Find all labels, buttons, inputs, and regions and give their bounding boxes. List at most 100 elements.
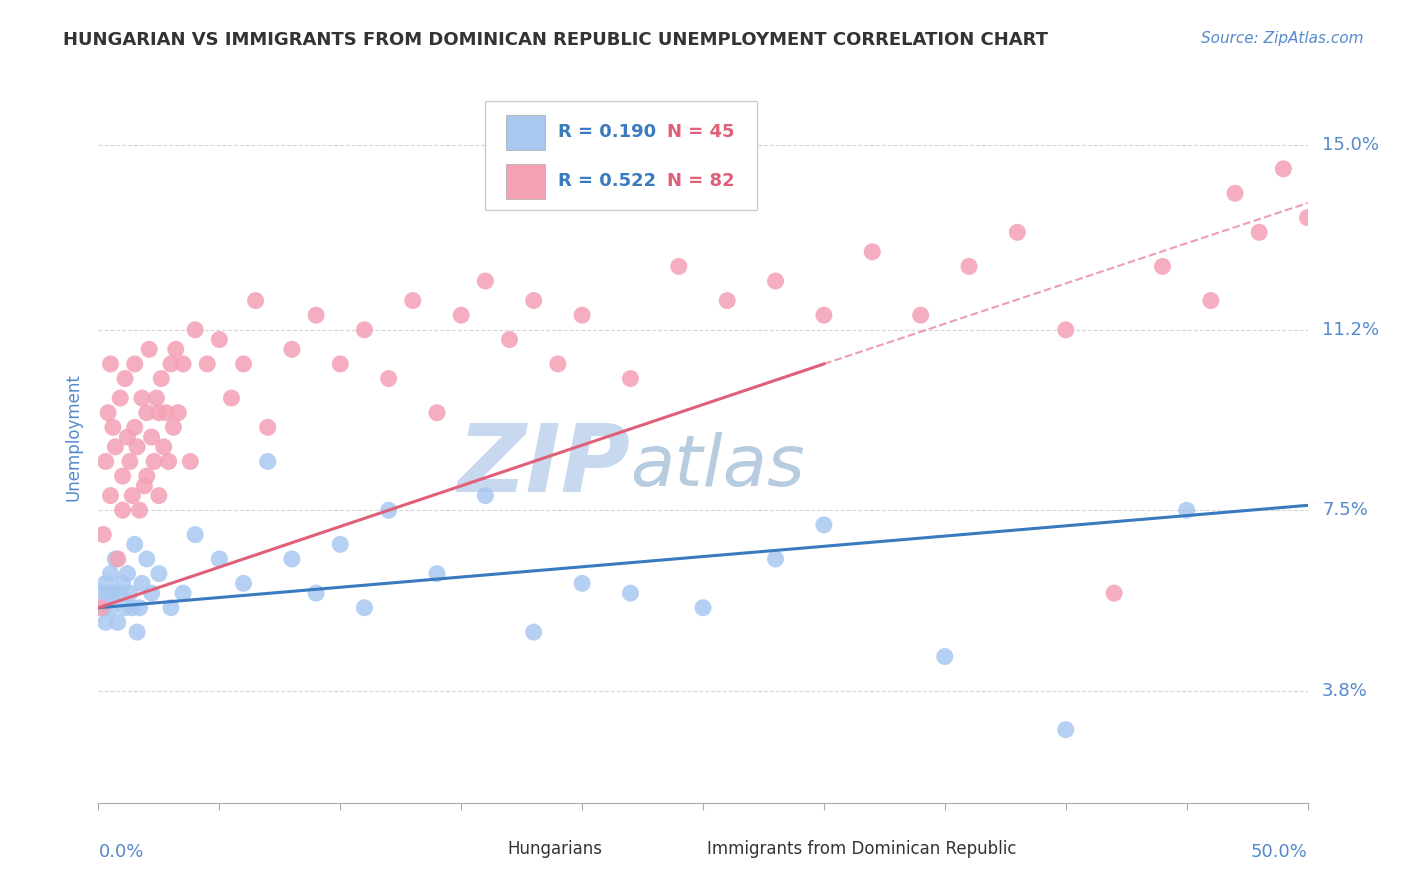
Point <box>117 566 139 581</box>
Point <box>172 357 194 371</box>
Point <box>97 586 120 600</box>
Point <box>195 357 218 371</box>
Point <box>1175 503 1198 517</box>
Point <box>155 406 177 420</box>
Point <box>94 615 117 630</box>
Point <box>167 406 190 420</box>
Text: 0.0%: 0.0% <box>98 843 143 861</box>
Point <box>474 274 496 288</box>
Point <box>131 391 153 405</box>
Point <box>221 391 243 405</box>
Text: R = 0.522: R = 0.522 <box>558 172 657 190</box>
Point <box>619 371 641 385</box>
Bar <box>506 163 544 199</box>
Point <box>148 489 170 503</box>
Point <box>124 420 146 434</box>
Point <box>135 406 157 420</box>
Bar <box>506 114 544 150</box>
Point <box>162 420 184 434</box>
Point <box>141 430 163 444</box>
Bar <box>474 836 501 863</box>
Point <box>353 323 375 337</box>
Point <box>94 576 117 591</box>
Point <box>172 586 194 600</box>
Point <box>111 503 134 517</box>
Point <box>813 517 835 532</box>
Point <box>94 454 117 468</box>
Point <box>232 357 254 371</box>
Point <box>145 391 167 405</box>
Point <box>101 586 124 600</box>
Point <box>97 406 120 420</box>
Point <box>619 586 641 600</box>
Point <box>91 600 114 615</box>
Point <box>716 293 738 308</box>
Point <box>107 552 129 566</box>
Point <box>100 566 122 581</box>
Point <box>152 440 174 454</box>
Point <box>571 308 593 322</box>
Text: 7.5%: 7.5% <box>1322 501 1368 519</box>
Point <box>114 600 136 615</box>
Point <box>474 489 496 503</box>
Point <box>179 454 201 468</box>
Point <box>426 566 449 581</box>
Text: 3.8%: 3.8% <box>1322 681 1368 699</box>
Point <box>104 552 127 566</box>
Point <box>281 343 304 357</box>
Point <box>426 406 449 420</box>
Point <box>1344 244 1367 259</box>
Point <box>121 600 143 615</box>
Point <box>124 537 146 551</box>
Point <box>165 343 187 357</box>
Point <box>281 552 304 566</box>
Point <box>184 527 207 541</box>
Point <box>128 600 150 615</box>
Point <box>127 440 149 454</box>
Point <box>305 308 328 322</box>
Point <box>100 600 122 615</box>
Point <box>104 440 127 454</box>
Text: atlas: atlas <box>630 432 806 500</box>
Point <box>1393 177 1406 191</box>
Text: R = 0.190: R = 0.190 <box>558 123 657 141</box>
Point <box>402 293 425 308</box>
Text: HUNGARIAN VS IMMIGRANTS FROM DOMINICAN REPUBLIC UNEMPLOYMENT CORRELATION CHART: HUNGARIAN VS IMMIGRANTS FROM DOMINICAN R… <box>63 31 1049 49</box>
Point <box>1223 186 1246 201</box>
Point <box>100 489 122 503</box>
Text: 50.0%: 50.0% <box>1251 843 1308 861</box>
Point <box>127 625 149 640</box>
Point <box>111 469 134 483</box>
Point <box>118 454 141 468</box>
Point <box>148 566 170 581</box>
Point <box>208 552 231 566</box>
Point <box>108 391 131 405</box>
Point <box>1199 293 1222 308</box>
Point <box>668 260 690 274</box>
Point <box>117 430 139 444</box>
Point <box>111 576 134 591</box>
Bar <box>672 836 699 863</box>
Point <box>1054 323 1077 337</box>
Point <box>135 552 157 566</box>
Point <box>305 586 328 600</box>
Point <box>134 479 156 493</box>
Point <box>957 260 980 274</box>
Point <box>90 586 112 600</box>
Point <box>860 244 883 259</box>
Point <box>208 333 231 347</box>
Point <box>90 600 112 615</box>
Point <box>118 586 141 600</box>
Point <box>1007 225 1029 239</box>
Point <box>148 406 170 420</box>
Text: 11.2%: 11.2% <box>1322 321 1379 339</box>
Text: 15.0%: 15.0% <box>1322 136 1379 153</box>
Text: Source: ZipAtlas.com: Source: ZipAtlas.com <box>1201 31 1364 46</box>
Point <box>377 503 399 517</box>
Point <box>160 357 183 371</box>
Text: ZIP: ZIP <box>457 420 630 512</box>
Point <box>160 600 183 615</box>
Point <box>765 274 787 288</box>
Point <box>450 308 472 322</box>
Point <box>329 357 352 371</box>
